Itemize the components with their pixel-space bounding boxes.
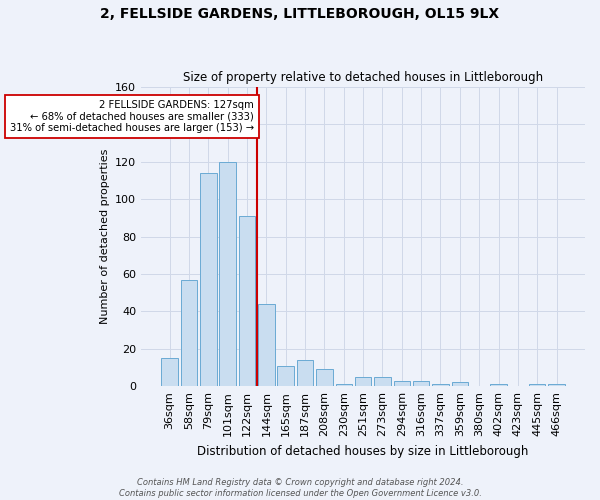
Bar bbox=[297, 360, 313, 386]
Bar bbox=[239, 216, 255, 386]
Bar bbox=[258, 304, 275, 386]
Bar bbox=[548, 384, 565, 386]
Bar bbox=[394, 380, 410, 386]
X-axis label: Distribution of detached houses by size in Littleborough: Distribution of detached houses by size … bbox=[197, 444, 529, 458]
Bar bbox=[432, 384, 449, 386]
Bar bbox=[413, 380, 430, 386]
Bar bbox=[277, 366, 294, 386]
Bar bbox=[200, 173, 217, 386]
Text: 2 FELLSIDE GARDENS: 127sqm
← 68% of detached houses are smaller (333)
31% of sem: 2 FELLSIDE GARDENS: 127sqm ← 68% of deta… bbox=[10, 100, 254, 134]
Bar bbox=[355, 377, 371, 386]
Bar bbox=[335, 384, 352, 386]
Title: Size of property relative to detached houses in Littleborough: Size of property relative to detached ho… bbox=[183, 72, 543, 85]
Bar bbox=[529, 384, 545, 386]
Bar bbox=[452, 382, 468, 386]
Y-axis label: Number of detached properties: Number of detached properties bbox=[100, 149, 110, 324]
Bar bbox=[161, 358, 178, 386]
Bar bbox=[181, 280, 197, 386]
Bar bbox=[316, 370, 332, 386]
Bar bbox=[220, 162, 236, 386]
Bar bbox=[490, 384, 507, 386]
Bar bbox=[374, 377, 391, 386]
Text: Contains HM Land Registry data © Crown copyright and database right 2024.
Contai: Contains HM Land Registry data © Crown c… bbox=[119, 478, 481, 498]
Text: 2, FELLSIDE GARDENS, LITTLEBOROUGH, OL15 9LX: 2, FELLSIDE GARDENS, LITTLEBOROUGH, OL15… bbox=[100, 8, 500, 22]
